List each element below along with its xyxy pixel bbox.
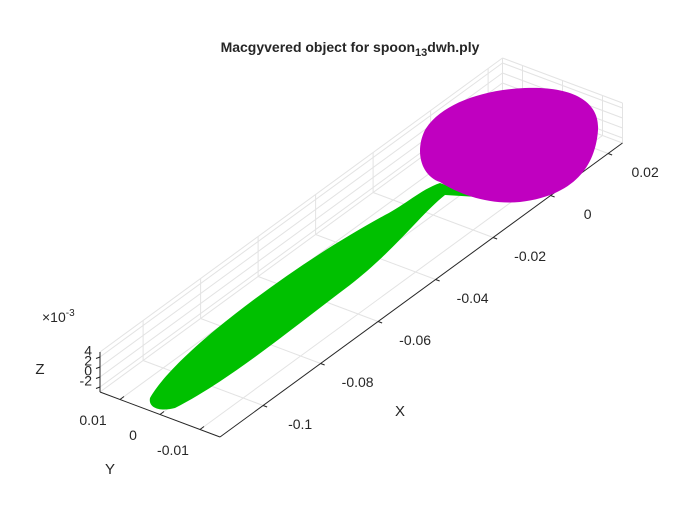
x-tick-label: -0.04 bbox=[457, 290, 489, 306]
z-tick-label: 4 bbox=[84, 343, 92, 359]
x-tick bbox=[435, 279, 440, 282]
x-tick-label: -0.06 bbox=[399, 332, 431, 348]
z-tick bbox=[95, 356, 101, 359]
box-edge bbox=[99, 57, 503, 353]
x-tick bbox=[550, 195, 555, 198]
x-tick bbox=[377, 321, 383, 324]
y-tick bbox=[199, 426, 205, 430]
x-tick-label: 0.02 bbox=[632, 164, 659, 180]
point-clouds bbox=[149, 87, 599, 410]
y-tick bbox=[159, 411, 165, 415]
x-tick-label: 0 bbox=[584, 206, 592, 222]
x-axis-label: X bbox=[395, 403, 405, 420]
grid-line bbox=[99, 62, 503, 358]
title-subscript: 13 bbox=[415, 47, 427, 59]
z-axis-label: Z bbox=[35, 361, 44, 378]
x-tick-label: -0.02 bbox=[514, 248, 546, 264]
y-tick bbox=[119, 396, 125, 400]
title-text: Macgyvered object for spoon bbox=[221, 39, 415, 55]
exponent-power: -3 bbox=[66, 308, 75, 319]
y-tick-label: -0.01 bbox=[157, 442, 189, 458]
z-tick bbox=[95, 386, 101, 389]
x-tick bbox=[607, 153, 613, 156]
y-tick-label: 0 bbox=[129, 427, 137, 443]
y-axis-label: Y bbox=[105, 461, 115, 478]
z-tick-label: 0 bbox=[84, 363, 92, 379]
bowl-points bbox=[420, 87, 599, 203]
x-tick-label: -0.08 bbox=[342, 374, 374, 390]
x-tick-label: -0.1 bbox=[288, 416, 312, 432]
x-tick bbox=[320, 363, 325, 366]
title-text: dwh.ply bbox=[427, 39, 479, 55]
z-tick-label: 2 bbox=[84, 353, 92, 369]
exponent-base: ×10 bbox=[42, 309, 66, 325]
x-tick bbox=[262, 405, 268, 408]
z-tick bbox=[95, 376, 101, 379]
handle-points bbox=[149, 183, 478, 410]
z-exponent: ×10-3 bbox=[42, 308, 75, 325]
y-tick-label: 0.01 bbox=[79, 412, 106, 428]
z-tick-label: -2 bbox=[80, 373, 93, 389]
x-tick bbox=[492, 237, 498, 240]
grid-line bbox=[502, 62, 623, 109]
chart-title: Macgyvered object for spoon13dwh.ply bbox=[221, 39, 480, 59]
z-tick bbox=[95, 366, 101, 369]
